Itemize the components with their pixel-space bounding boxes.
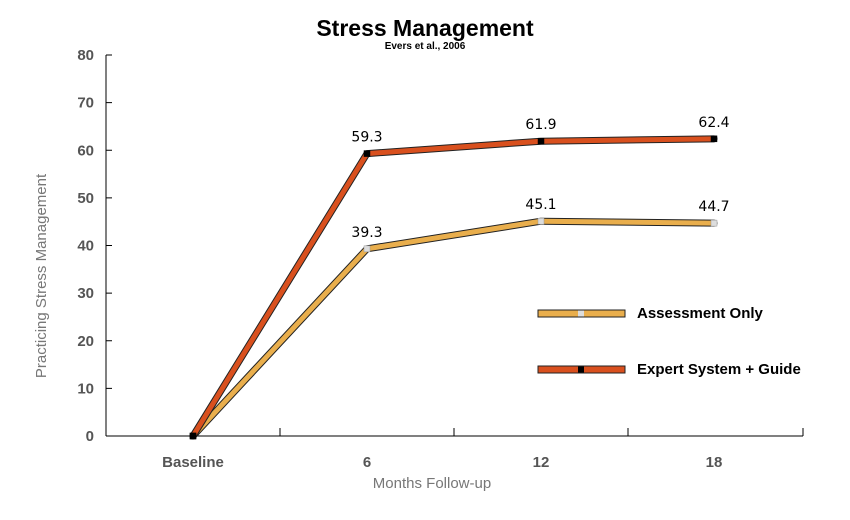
legend-marker <box>578 310 584 317</box>
y-tick-label: 50 <box>77 190 94 207</box>
y-tick-label: 20 <box>77 333 94 350</box>
series-line-outline <box>189 135 718 440</box>
y-tick-label: 80 <box>77 47 94 64</box>
data-point-marker <box>189 432 197 440</box>
data-point-marker <box>363 245 371 253</box>
legend-label: Assessment Only <box>637 305 764 322</box>
y-axis-label: Practicing Stress Management <box>33 173 50 378</box>
legend-label: Expert System + Guide <box>637 361 801 378</box>
data-label: 39.3 <box>351 225 382 241</box>
data-point-marker <box>710 135 718 143</box>
data-label: 45.1 <box>525 197 556 213</box>
y-tick-label: 30 <box>77 285 94 302</box>
data-point-marker <box>537 217 545 225</box>
chart-title: Stress Management <box>316 15 534 41</box>
y-tick-label: 70 <box>77 95 94 112</box>
data-label: 62.4 <box>698 115 729 131</box>
legend-marker <box>578 366 584 373</box>
x-tick-label: 6 <box>363 454 371 471</box>
x-axis-label: Months Follow-up <box>373 475 491 492</box>
data-label: 61.9 <box>525 117 556 133</box>
legend-item: Assessment Only <box>537 305 764 322</box>
data-point-marker <box>537 137 545 145</box>
y-tick-label: 10 <box>77 380 94 397</box>
y-tick-label: 60 <box>77 142 94 159</box>
y-tick-label: 0 <box>86 428 94 445</box>
legend-item: Expert System + Guide <box>537 361 801 378</box>
y-tick-label: 40 <box>77 238 94 255</box>
x-tick-label: Baseline <box>162 454 224 471</box>
x-tick-label: 12 <box>533 454 550 471</box>
series-line-outline <box>189 217 718 440</box>
axes: 0 10 20 30 40 50 60 70 80 Baseline 6 12 18 <box>77 47 804 471</box>
data-point-marker <box>710 219 718 227</box>
series-line <box>190 218 717 439</box>
chart-subtitle: Evers et al., 2006 <box>385 41 466 52</box>
series-line <box>190 136 717 439</box>
x-tick-label: 18 <box>706 454 723 471</box>
series-layer: 39.3 45.1 44.7 59.3 61.9 62.4 <box>189 115 730 440</box>
data-label: 59.3 <box>351 130 382 146</box>
legend: Assessment Only Expert System + Guide <box>537 305 801 378</box>
data-label: 44.7 <box>698 199 729 215</box>
data-point-marker <box>363 150 371 157</box>
